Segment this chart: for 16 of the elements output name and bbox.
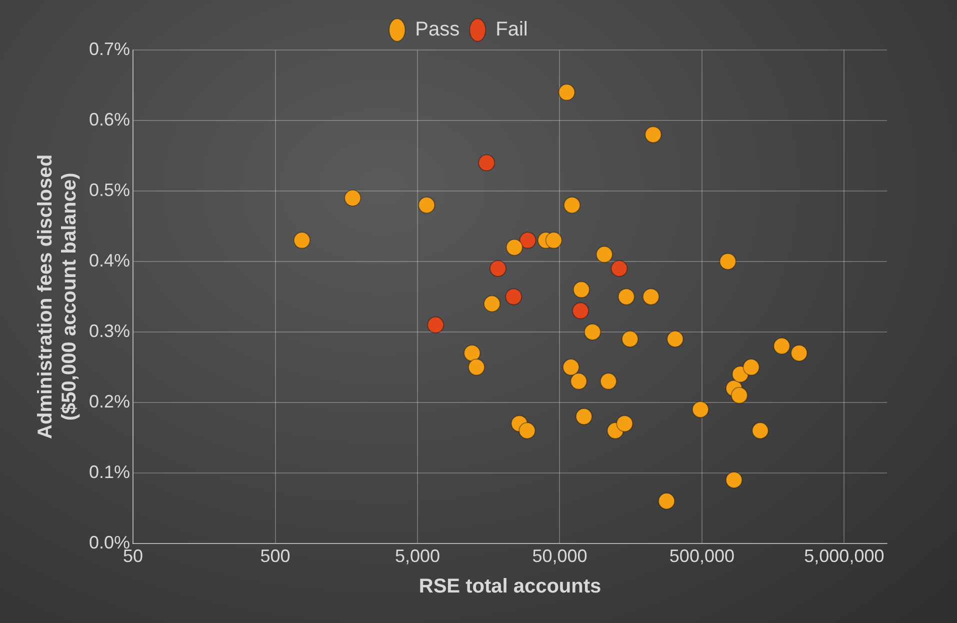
- legend-label: Fail: [496, 18, 528, 41]
- x-tick-label: 500,000: [669, 546, 734, 566]
- y-tick-label: 0.1%: [88, 462, 130, 482]
- y-tick-label: 0.5%: [88, 180, 130, 200]
- x-tick-label: 500: [260, 546, 290, 566]
- x-tick-label: 5,000,000: [804, 546, 884, 566]
- legend-label: Pass: [415, 18, 460, 41]
- y-tick-label: 0.2%: [88, 391, 130, 412]
- x-tick-label: 5,000: [394, 546, 440, 566]
- y-tick-label: 0.7%: [88, 38, 130, 59]
- y-tick-label: 0.4%: [88, 250, 130, 270]
- y-tick-label: 0.6%: [88, 109, 130, 130]
- x-axis-title: RSE total accounts: [418, 576, 602, 598]
- y-axis-title: Administration fees disclosed ($50,000 account balance): [34, 154, 81, 439]
- x-tick-label: 50,000: [532, 546, 588, 566]
- y-tick-label: 0.3%: [88, 320, 130, 341]
